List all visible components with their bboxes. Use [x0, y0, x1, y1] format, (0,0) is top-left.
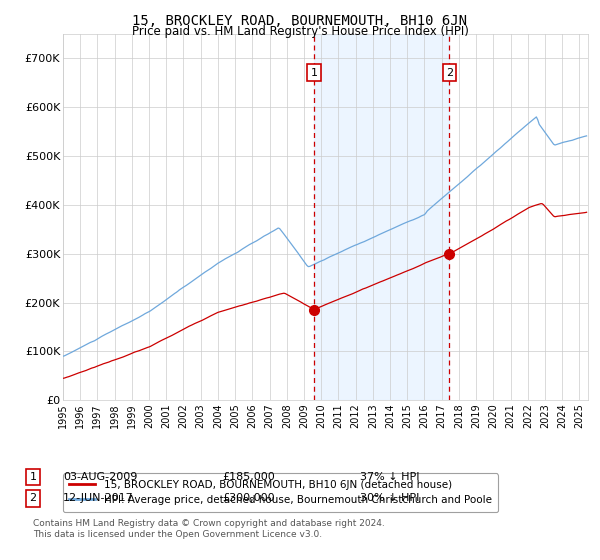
Text: Price paid vs. HM Land Registry's House Price Index (HPI): Price paid vs. HM Land Registry's House … — [131, 25, 469, 38]
Text: 37% ↓ HPI: 37% ↓ HPI — [360, 472, 419, 482]
Text: 30% ↓ HPI: 30% ↓ HPI — [360, 493, 419, 503]
Bar — [314, 34, 449, 400]
Legend: 15, BROCKLEY ROAD, BOURNEMOUTH, BH10 6JN (detached house), HPI: Average price, d: 15, BROCKLEY ROAD, BOURNEMOUTH, BH10 6JN… — [63, 473, 498, 512]
Text: 2: 2 — [446, 68, 453, 78]
Text: 2: 2 — [29, 493, 37, 503]
Text: £185,000: £185,000 — [222, 472, 275, 482]
Text: 15, BROCKLEY ROAD, BOURNEMOUTH, BH10 6JN: 15, BROCKLEY ROAD, BOURNEMOUTH, BH10 6JN — [133, 14, 467, 28]
Text: 1: 1 — [311, 68, 317, 78]
Text: 1: 1 — [29, 472, 37, 482]
Text: £300,000: £300,000 — [222, 493, 275, 503]
Text: 12-JUN-2017: 12-JUN-2017 — [63, 493, 134, 503]
Text: Contains HM Land Registry data © Crown copyright and database right 2024.: Contains HM Land Registry data © Crown c… — [33, 519, 385, 528]
Text: This data is licensed under the Open Government Licence v3.0.: This data is licensed under the Open Gov… — [33, 530, 322, 539]
Text: 03-AUG-2009: 03-AUG-2009 — [63, 472, 137, 482]
